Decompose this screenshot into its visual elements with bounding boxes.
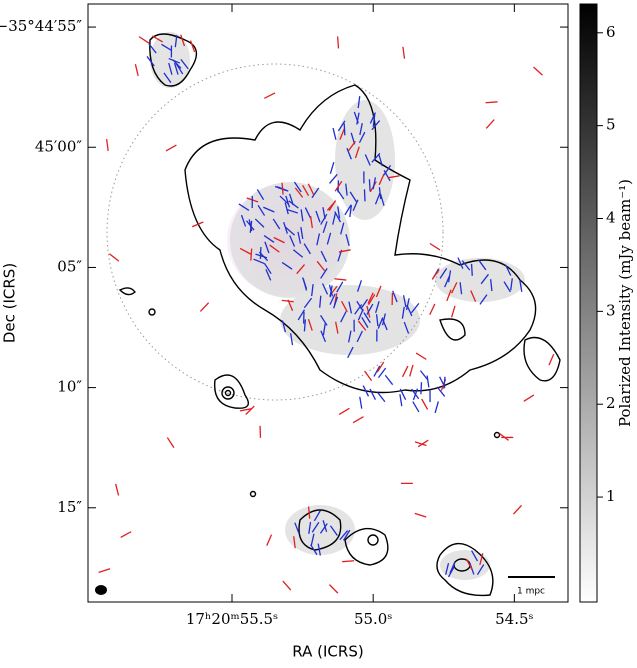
vector: [378, 392, 385, 401]
vector: [435, 401, 438, 413]
vector: [330, 174, 338, 183]
x-tick-label: 54.5ˢ: [495, 610, 533, 628]
colorbar-label: Polarized Intensity (mJy beam⁻¹): [616, 179, 634, 427]
vector: [486, 120, 494, 129]
y-tick-label: −35°44′55″: [0, 17, 82, 35]
vector: [338, 36, 339, 48]
vector: [107, 139, 109, 151]
vector: [251, 249, 252, 261]
vector: [344, 123, 345, 135]
colorbar-tick-label: 5: [606, 116, 616, 134]
colorbar-tick-label: 1: [606, 487, 616, 505]
vector: [549, 354, 554, 365]
scalebar-label: 1 mpc: [517, 587, 545, 597]
vector: [121, 532, 132, 538]
x-axis-label: RA (ICRS): [292, 643, 363, 661]
vector: [267, 535, 272, 546]
vector: [400, 394, 402, 406]
vector: [403, 366, 408, 377]
vector: [264, 93, 275, 98]
x-tick-label: 17ʰ20ᵐ55.5ˢ: [186, 610, 278, 628]
vector: [365, 371, 372, 381]
colorbar-tick-label: 4: [606, 209, 616, 227]
image: 1 mpc: [95, 32, 560, 597]
y-tick-label: 10″: [57, 378, 82, 396]
vector: [415, 513, 426, 517]
vector: [385, 375, 392, 384]
vector: [422, 399, 428, 409]
vector: [166, 145, 176, 151]
x-tick-label: 55.0ˢ: [354, 610, 392, 628]
vector: [339, 408, 349, 414]
vector: [330, 162, 333, 174]
vector: [342, 561, 354, 562]
colorbar-tick-label: 2: [606, 394, 616, 412]
vector: [370, 389, 375, 400]
vector: [430, 304, 435, 315]
vector: [410, 365, 413, 377]
vector: [109, 254, 118, 261]
vector: [534, 67, 543, 75]
colorbar-tick-label: 6: [606, 23, 616, 41]
vector: [283, 581, 291, 590]
vector: [452, 306, 455, 318]
vector: [333, 128, 336, 140]
vector: [420, 371, 427, 380]
vector: [377, 362, 383, 372]
vector: [513, 505, 521, 514]
vector: [472, 264, 473, 276]
vector: [99, 569, 110, 573]
vector: [416, 353, 426, 359]
vector: [427, 376, 429, 388]
vector: [486, 102, 498, 103]
y-axis-label: Dec (ICRS): [1, 263, 19, 343]
y-tick-label: 45′00″: [35, 137, 83, 155]
vector: [403, 47, 405, 59]
vector: [334, 279, 346, 280]
vector: [499, 433, 509, 440]
vector: [369, 179, 370, 191]
y-tick-label: 15″: [57, 498, 82, 516]
vector: [374, 366, 380, 377]
beam: [95, 585, 107, 595]
vector: [430, 243, 440, 249]
vector: [413, 402, 419, 412]
vector: [116, 484, 119, 496]
colorbar-tick-label: 3: [606, 301, 616, 319]
vector: [167, 438, 174, 448]
y-tick-label: 05″: [57, 257, 82, 275]
vector: [524, 395, 534, 401]
vector: [421, 382, 422, 394]
colorbar: [580, 4, 597, 602]
vector: [353, 417, 363, 423]
vector: [246, 406, 255, 414]
vector: [364, 189, 365, 201]
vector: [360, 397, 362, 409]
vector: [200, 303, 208, 312]
vector: [135, 64, 138, 76]
vector: [139, 37, 149, 44]
vector: [329, 585, 337, 594]
